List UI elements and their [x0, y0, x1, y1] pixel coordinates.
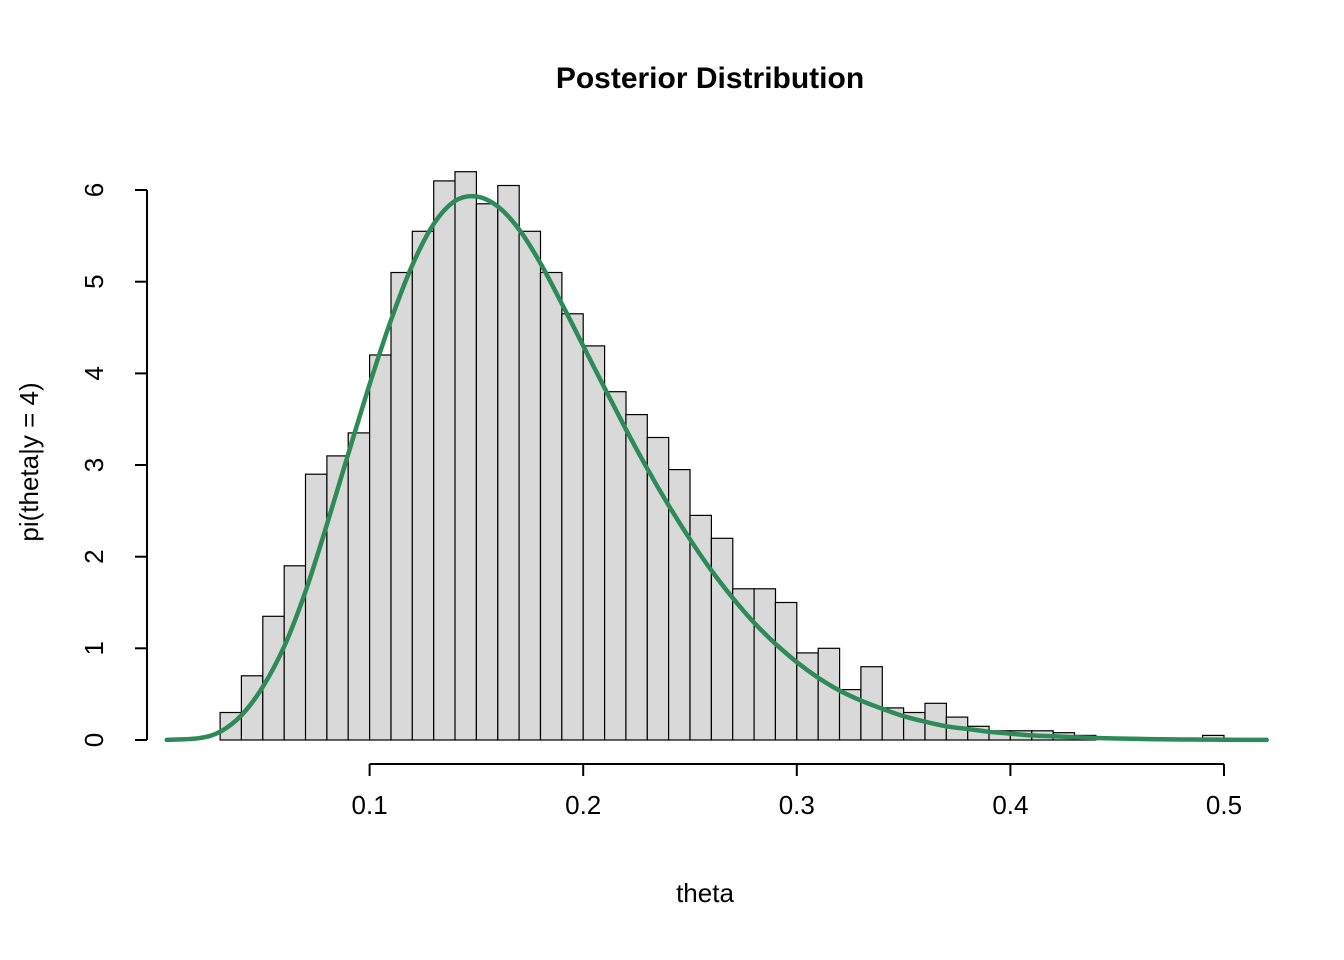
- y-tick-label: 5: [79, 274, 109, 288]
- x-axis-label: theta: [676, 878, 734, 908]
- histogram-bar: [475, 203, 499, 741]
- histogram-bar: [817, 647, 841, 741]
- posterior-density-curve: [164, 193, 1269, 743]
- y-tick-label: 6: [79, 183, 109, 197]
- histogram-bar: [433, 180, 456, 741]
- histogram-bar: [347, 432, 371, 741]
- y-tick-label: 1: [79, 641, 109, 655]
- histogram-bar: [283, 565, 307, 741]
- histogram-bars: [219, 171, 1225, 741]
- y-tick-label: 3: [79, 458, 109, 472]
- plot-title: Posterior Distribution: [556, 62, 864, 95]
- y-axis-label: pi(theta|y = 4): [14, 382, 44, 541]
- histogram-bar: [369, 354, 392, 741]
- histogram-bar: [539, 271, 563, 741]
- histogram-bar: [411, 230, 435, 741]
- histogram-bar: [561, 313, 584, 741]
- x-tick-label: 0.1: [352, 790, 388, 820]
- histogram-bar: [646, 436, 670, 741]
- x-tick-label: 0.3: [779, 790, 815, 820]
- x-tick-label: 0.5: [1206, 790, 1242, 820]
- histogram-bar: [582, 345, 606, 741]
- histogram-bar: [390, 271, 413, 741]
- histogram-bar: [710, 537, 734, 741]
- histogram-bar: [304, 473, 328, 741]
- y-tick-label: 2: [79, 549, 109, 563]
- histogram-bar: [326, 455, 349, 741]
- histogram-bar: [518, 230, 542, 741]
- density-curve-layer: [164, 193, 1269, 743]
- histogram-bar: [689, 514, 712, 741]
- x-tick-label: 0.4: [992, 790, 1028, 820]
- histogram-bar: [753, 588, 777, 741]
- x-tick-label: 0.2: [565, 790, 601, 820]
- histogram-bar: [240, 675, 264, 741]
- y-tick-label: 0: [79, 733, 109, 747]
- histogram-bar: [497, 184, 520, 741]
- histogram-bar: [454, 171, 477, 741]
- histogram-bar: [774, 601, 798, 741]
- y-tick-label: 4: [79, 366, 109, 380]
- histogram-bar: [603, 391, 627, 741]
- axes-layer: 0.1 0.2 0.3 0.4 0.5 0 1 2 3 4 5 6: [79, 183, 1242, 820]
